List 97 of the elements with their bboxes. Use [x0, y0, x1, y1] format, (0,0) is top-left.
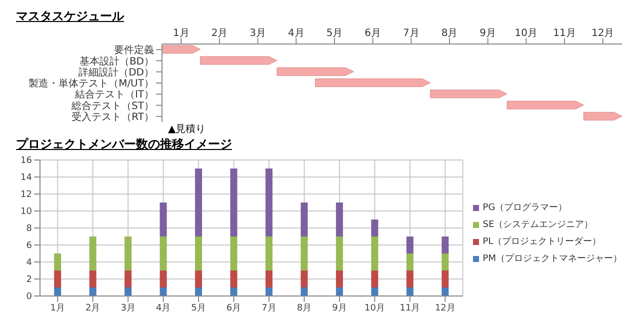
x-tick-label: 10月 — [514, 28, 538, 39]
bar — [89, 288, 96, 296]
bar — [276, 67, 354, 76]
x-tick-label: 3月 — [120, 303, 136, 314]
bar — [371, 270, 378, 288]
legend-label: SE（システムエンジニア） — [482, 219, 594, 231]
x-tick-label: 12月 — [591, 28, 614, 39]
bar — [230, 168, 238, 236]
x-tick-label: 7月 — [262, 303, 276, 314]
bar — [430, 90, 508, 98]
bar — [160, 202, 167, 236]
chart-title: プロジェクトメンバー数の推移イメージ — [15, 136, 233, 152]
bar — [406, 254, 414, 270]
x-tick-label: 12月 — [434, 303, 456, 314]
x-tick-label: 5月 — [191, 303, 206, 314]
y-tick-label: 製造・単体テスト（M/UT） — [28, 78, 154, 90]
bar — [406, 236, 414, 254]
bar — [265, 270, 272, 288]
y-tick-label: 14 — [20, 173, 32, 184]
x-tick-label: 3月 — [250, 28, 266, 39]
bar — [124, 236, 132, 270]
bar — [336, 288, 343, 296]
y-tick-label: 2 — [26, 275, 32, 286]
x-tick-label: 8月 — [441, 28, 458, 39]
x-tick-label: 5月 — [326, 28, 343, 39]
x-tick-label: 11月 — [553, 28, 576, 39]
bar — [54, 254, 62, 270]
x-tick-label: 7月 — [402, 28, 420, 39]
bar — [89, 236, 96, 270]
bar — [230, 236, 238, 270]
x-tick-label: 11月 — [400, 303, 420, 314]
y-tick-label: 8 — [26, 224, 32, 234]
x-tick-label: 1月 — [172, 28, 190, 39]
bar — [406, 288, 414, 296]
bar — [442, 288, 449, 296]
bar — [300, 236, 308, 270]
bar — [371, 236, 378, 270]
legend-label: PM（プロジェクトマネージャー） — [482, 252, 622, 265]
y-tick-label: 結合テスト（IT） — [74, 88, 154, 101]
y-tick-label: 総合テスト（ST） — [70, 100, 154, 112]
bar — [195, 168, 202, 236]
y-tick-label: 10 — [20, 207, 32, 218]
bar — [315, 78, 431, 88]
bar — [200, 56, 278, 65]
x-tick-label: 10月 — [364, 303, 385, 314]
bar — [336, 270, 343, 288]
y-tick-label: 基本設計（BD） — [79, 55, 154, 68]
bar — [89, 270, 96, 288]
bar — [300, 202, 308, 236]
bar — [265, 288, 272, 296]
bar — [265, 236, 272, 270]
bar — [265, 168, 272, 236]
x-tick-label: 6月 — [364, 28, 382, 39]
x-tick-label: 2月 — [85, 303, 100, 314]
y-tick-label: 4 — [26, 258, 32, 268]
y-tick-label: 6 — [26, 241, 32, 252]
y-tick-label: 受入テスト（RT） — [72, 110, 154, 123]
bar — [54, 288, 62, 296]
y-tick-label: 詳細設計（DD） — [78, 66, 154, 78]
bar — [406, 270, 414, 288]
bar — [195, 288, 202, 296]
bar — [230, 288, 238, 296]
bar — [506, 100, 584, 110]
legend-label: PG（プログラマー） — [482, 201, 568, 214]
bar — [124, 270, 132, 288]
bar — [300, 270, 308, 288]
bar — [124, 288, 132, 296]
bar — [442, 254, 449, 270]
bar — [442, 270, 449, 288]
x-tick-label: 2月 — [211, 28, 228, 39]
legend-label: PL（プロジェクトリーダー） — [482, 235, 602, 248]
y-tick-label: 12 — [20, 190, 32, 200]
bar — [371, 220, 378, 236]
bar — [336, 202, 343, 236]
bar — [336, 236, 343, 270]
y-tick-label: 0 — [26, 292, 32, 302]
y-tick-label: 16 — [20, 156, 32, 166]
x-tick-label: 4月 — [288, 28, 304, 39]
y-tick-label: 要件定義 — [114, 44, 154, 56]
bar — [160, 270, 167, 288]
bar — [160, 236, 167, 270]
bar — [54, 270, 62, 288]
x-tick-label: 1月 — [50, 303, 65, 314]
bar — [300, 288, 308, 296]
bar — [230, 270, 238, 288]
x-tick-label: 9月 — [332, 303, 347, 314]
bar — [195, 270, 202, 288]
text: ▲見積り — [167, 124, 207, 136]
chart-title: マスタスケジュール — [15, 8, 126, 24]
bar — [442, 236, 449, 254]
x-tick-label: 6月 — [226, 303, 242, 314]
bar — [371, 288, 378, 296]
x-tick-label: 9月 — [480, 28, 496, 39]
x-tick-label: 4月 — [156, 303, 171, 314]
x-tick-label: 8月 — [296, 303, 312, 314]
bar — [160, 288, 167, 296]
bar — [195, 236, 202, 270]
